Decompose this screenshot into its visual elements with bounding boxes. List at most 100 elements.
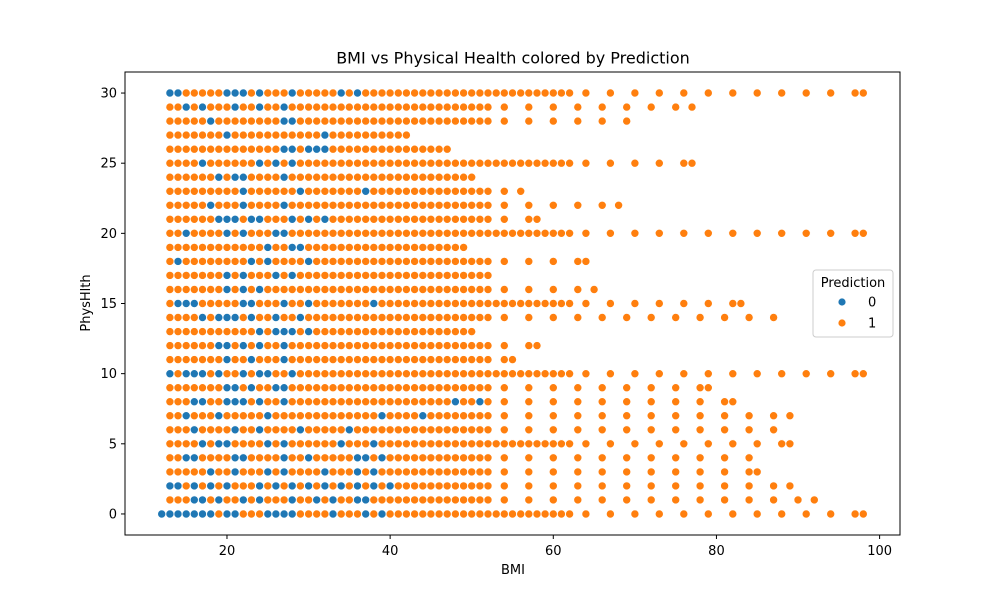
point-series-1-890 xyxy=(385,229,395,238)
point-series-0-99 xyxy=(214,341,224,350)
point-series-1-1141 xyxy=(263,144,273,154)
point-series-1-253 xyxy=(499,439,509,449)
point-series-1-316 xyxy=(720,425,729,435)
point-series-1-256 xyxy=(524,439,534,449)
point-series-1-476 xyxy=(410,369,419,379)
point-series-1-471 xyxy=(369,369,379,379)
point-series-0-17 xyxy=(198,495,207,505)
point-series-1-462 xyxy=(296,369,305,379)
point-series-1-8 xyxy=(336,509,346,519)
point-series-1-1154 xyxy=(410,144,419,154)
point-series-1-961 xyxy=(165,201,175,210)
point-series-1-109 xyxy=(418,481,428,491)
point-series-1-985 xyxy=(385,201,395,210)
point-series-1-495 xyxy=(565,369,574,379)
point-series-1-146 xyxy=(328,467,338,477)
point-series-1-113 xyxy=(451,481,460,491)
point-series-1-591 xyxy=(206,327,215,336)
point-series-0-74 xyxy=(198,397,207,407)
point-series-1-1059 xyxy=(328,172,338,182)
point-series-1-1105 xyxy=(426,158,436,168)
point-series-0-68 xyxy=(181,411,191,421)
point-series-1-480 xyxy=(442,369,452,379)
point-series-1-1062 xyxy=(353,172,362,182)
point-series-1-810 xyxy=(336,257,346,266)
point-series-1-683 xyxy=(377,299,387,308)
point-series-1-365 xyxy=(744,411,754,421)
point-series-1-323 xyxy=(198,411,207,421)
point-series-1-1047 xyxy=(198,172,207,182)
point-series-1-839 xyxy=(206,243,215,252)
point-series-1-1041 xyxy=(499,187,509,196)
point-series-1-81 xyxy=(573,495,583,505)
point-series-1-211 xyxy=(597,453,607,463)
point-series-1-149 xyxy=(361,467,371,477)
point-series-1-1307 xyxy=(499,88,509,98)
point-series-1-99 xyxy=(279,481,289,491)
point-series-1-1303 xyxy=(467,88,477,98)
point-series-1-996 xyxy=(475,201,485,210)
point-series-1-669 xyxy=(222,299,232,308)
point-series-1-185 xyxy=(271,453,281,463)
point-series-1-711 xyxy=(679,299,689,308)
point-series-1-620 xyxy=(173,313,183,322)
point-series-0-60 xyxy=(279,439,289,449)
point-series-0-124 xyxy=(222,285,232,294)
point-series-1-1325 xyxy=(801,88,811,98)
point-series-1-491 xyxy=(532,369,542,379)
point-series-1-960 xyxy=(532,215,542,224)
point-series-1-197 xyxy=(410,453,419,463)
point-series-1-993 xyxy=(451,201,460,210)
point-series-1-89 xyxy=(769,495,778,505)
point-series-1-658 xyxy=(646,313,656,322)
point-series-1-917 xyxy=(679,229,689,238)
point-series-1-1327 xyxy=(850,88,860,98)
point-series-1-1133 xyxy=(198,144,207,154)
point-series-0-37 xyxy=(353,481,362,491)
point-series-0-135 xyxy=(263,243,273,252)
point-series-1-902 xyxy=(483,229,493,238)
point-series-1-879 xyxy=(296,229,305,238)
point-series-0-117 xyxy=(181,299,191,308)
point-series-1-568 xyxy=(369,341,379,350)
point-series-1-900 xyxy=(467,229,477,238)
point-series-1-27 xyxy=(508,509,517,519)
point-series-1-360 xyxy=(622,411,632,421)
point-series-1-664 xyxy=(769,313,778,322)
point-series-1-521 xyxy=(287,355,297,364)
point-series-1-1031 xyxy=(410,187,419,196)
point-series-1-1146 xyxy=(344,144,354,154)
point-series-1-1296 xyxy=(410,88,419,98)
point-series-1-463 xyxy=(304,369,313,379)
point-series-1-994 xyxy=(459,201,468,210)
point-series-1-184 xyxy=(263,453,273,463)
point-series-1-1271 xyxy=(622,102,632,112)
y-tick-label-25: 25 xyxy=(100,157,117,172)
point-series-1-835 xyxy=(173,243,183,252)
point-series-1-984 xyxy=(377,201,387,210)
point-series-1-666 xyxy=(198,299,207,308)
point-series-1-901 xyxy=(475,229,485,238)
point-series-1-676 xyxy=(312,299,322,308)
point-series-1-858 xyxy=(385,243,395,252)
point-series-1-1115 xyxy=(508,158,517,168)
point-series-1-406 xyxy=(671,397,681,407)
point-series-1-180 xyxy=(214,453,224,463)
point-series-1-1261 xyxy=(451,102,460,112)
point-series-1-687 xyxy=(410,299,419,308)
point-series-1-653 xyxy=(524,313,534,322)
point-series-1-1051 xyxy=(255,172,264,182)
point-series-1-850 xyxy=(320,243,330,252)
point-series-1-510 xyxy=(173,355,183,364)
point-series-0-188 xyxy=(353,88,362,98)
point-series-1-258 xyxy=(540,439,550,449)
point-series-0-42 xyxy=(263,467,273,477)
point-series-1-942 xyxy=(361,215,371,224)
point-series-1-852 xyxy=(336,243,346,252)
point-series-0-61 xyxy=(336,439,346,449)
point-series-1-789 xyxy=(459,271,468,280)
point-series-1-886 xyxy=(353,229,362,238)
point-series-0-62 xyxy=(369,439,379,449)
point-series-0-114 xyxy=(271,313,281,322)
